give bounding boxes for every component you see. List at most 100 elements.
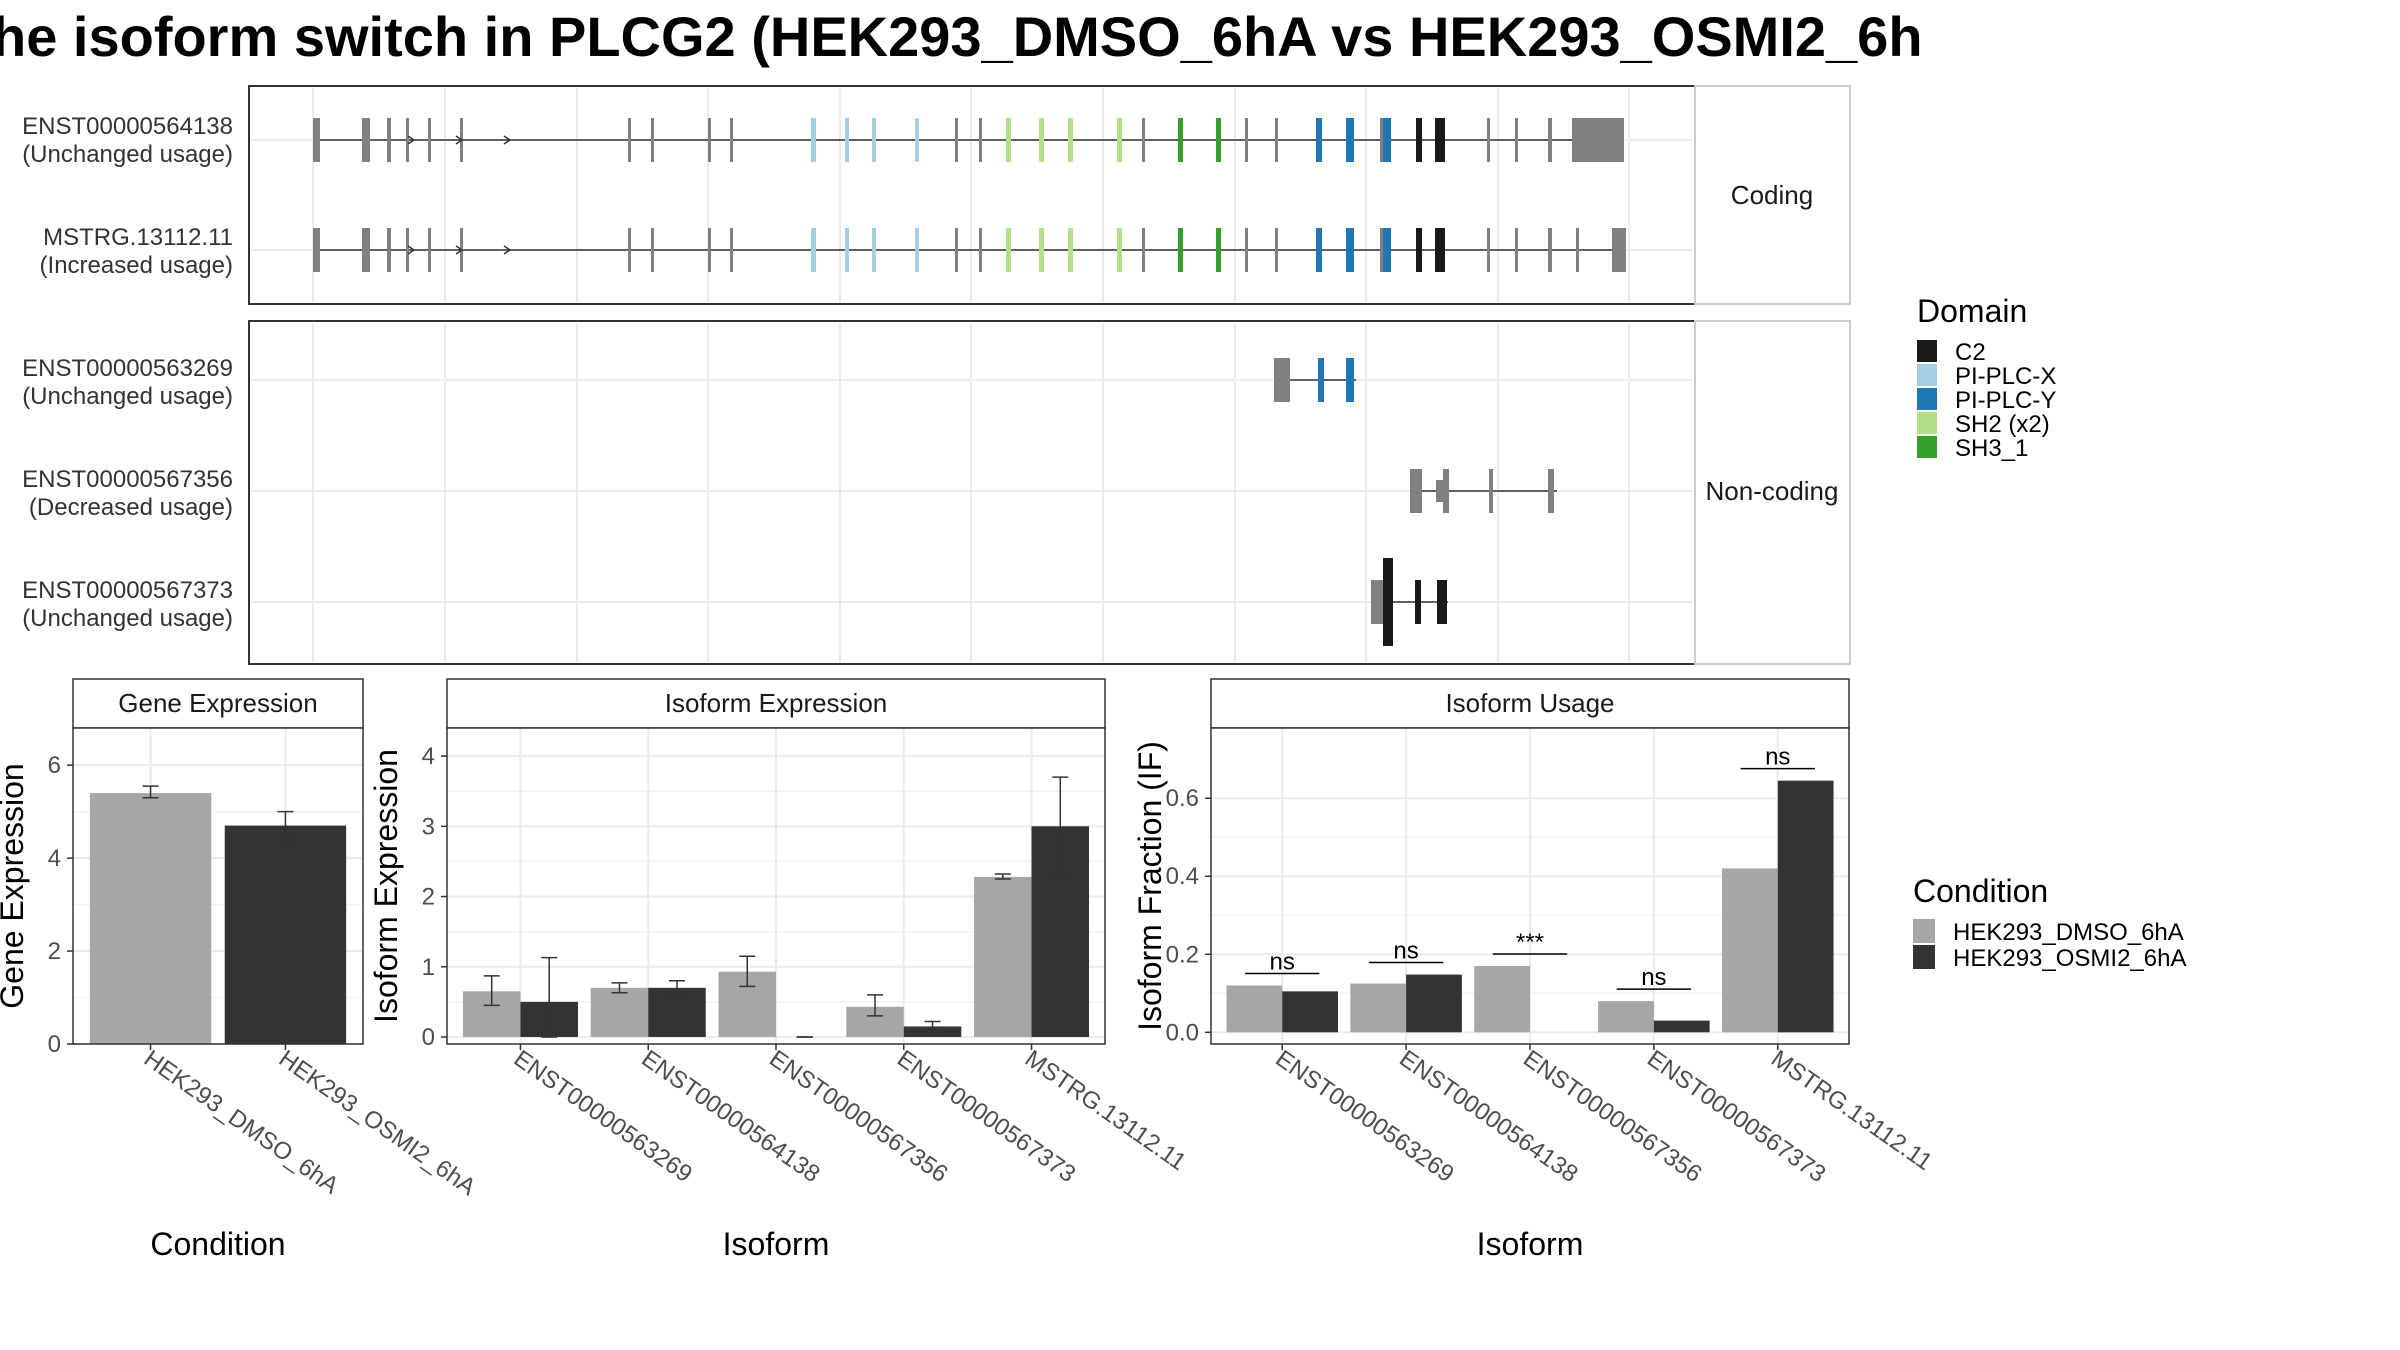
exon [1316, 228, 1322, 272]
exon-layer [251, 88, 1693, 662]
exon [406, 118, 409, 162]
panel-strip-title: Gene Expression [118, 688, 317, 718]
exon [313, 118, 320, 162]
exon [1178, 228, 1183, 272]
exon [1039, 118, 1044, 162]
y-tick-label: 1 [422, 954, 435, 981]
exon [362, 118, 370, 162]
y-tick-label: 0.0 [1166, 1019, 1199, 1046]
exon [872, 118, 876, 162]
legend-label-sh2: SH2 (x2) [1955, 411, 2050, 438]
bar [1722, 868, 1778, 1033]
exon [628, 118, 631, 162]
exon [1178, 118, 1183, 162]
exon [1548, 469, 1554, 513]
exon [1245, 228, 1248, 272]
exon [1515, 228, 1518, 272]
exon [1142, 228, 1145, 272]
exon [1435, 118, 1445, 162]
exon [428, 118, 431, 162]
legend-key-osmi2 [1913, 945, 1935, 969]
exon [979, 228, 982, 272]
exon [1437, 580, 1447, 624]
y-tick-label: 6 [48, 752, 61, 779]
exon [915, 228, 919, 272]
transcript-structure-panels: Coding Non-coding ENST00000564138 (Uncha… [22, 85, 1851, 665]
panel-border [446, 727, 1106, 1045]
y-tick-label: 0.4 [1166, 863, 1199, 890]
figure-title: he isoform switch in PLCG2 (HEK293_DMSO_… [0, 5, 1923, 68]
isoform-expression-chart: Isoform Expression01234ENST00000563269EN… [368, 678, 1191, 1262]
exon [730, 118, 733, 162]
exon [628, 228, 631, 272]
exon [1380, 118, 1383, 162]
exon [1275, 118, 1278, 162]
exon [387, 118, 391, 162]
x-axis-title: Isoform [723, 1226, 830, 1262]
panel-strip [72, 678, 364, 729]
exon [1515, 118, 1518, 162]
domain-legend-title: Domain [1917, 293, 2027, 329]
arrow-icon [407, 245, 416, 255]
bar [1777, 780, 1834, 1033]
exon [651, 228, 654, 272]
arrow-icon [503, 135, 512, 145]
y-tick-label: 4 [48, 845, 61, 872]
noncoding-strip-label: Non-coding [1706, 476, 1839, 506]
exon [811, 228, 816, 272]
legend-label-pi-plc-y: PI-PLC-Y [1955, 387, 2056, 414]
exon [1487, 118, 1490, 162]
exon [1443, 469, 1449, 513]
exon [1410, 469, 1422, 513]
y-tick-label: 0.2 [1166, 941, 1199, 968]
exon [708, 118, 711, 162]
exon [915, 118, 919, 162]
panel-strip-title: Isoform Expression [665, 688, 888, 718]
exon [1415, 580, 1421, 624]
bar [89, 793, 212, 1044]
y-tick-label: 3 [422, 813, 435, 840]
panel-strip-title: Isoform Usage [1445, 688, 1614, 718]
exon [362, 228, 370, 272]
exon [845, 228, 849, 272]
arrow-icon [407, 135, 416, 145]
transcript-label: ENST00000564138 [22, 113, 233, 140]
exon [1318, 358, 1324, 402]
exon [1039, 228, 1044, 272]
x-axis-title: Isoform [1477, 1226, 1584, 1262]
y-tick-label: 4 [422, 743, 435, 770]
legend-label-c2: C2 [1955, 339, 1986, 366]
exon [955, 118, 958, 162]
exon [730, 228, 733, 272]
bar [974, 876, 1032, 1037]
significance-label: ns [1765, 744, 1790, 771]
legend-label-dmso: HEK293_DMSO_6hA [1953, 919, 2184, 946]
bar [1598, 1001, 1654, 1033]
y-tick-label: 0 [422, 1024, 435, 1051]
transcript-usage: (Unchanged usage) [22, 605, 233, 632]
significance-label: ns [1270, 948, 1295, 975]
legend-key-dmso [1913, 919, 1935, 943]
y-tick-label: 2 [48, 938, 61, 965]
legend-label-osmi2: HEK293_OSMI2_6hA [1953, 945, 2186, 972]
transcript-label: ENST00000567373 [22, 577, 233, 604]
transcript-usage: (Unchanged usage) [22, 141, 233, 168]
exon [1245, 118, 1248, 162]
exon [1383, 558, 1393, 646]
panel-border [1210, 727, 1850, 1045]
exon [1416, 118, 1422, 162]
legend-key-pi-plc-x [1917, 364, 1937, 386]
bar [1226, 985, 1283, 1033]
legend-label-pi-plc-x: PI-PLC-X [1955, 363, 2056, 390]
exon [1216, 228, 1221, 272]
noncoding-strip [1694, 320, 1851, 665]
bar [1653, 1020, 1710, 1033]
panel-strip [1210, 678, 1850, 729]
condition-legend: Condition HEK293_DMSO_6hA HEK293_OSMI2_6… [1913, 873, 2186, 972]
exon [1117, 228, 1122, 272]
exon [1216, 118, 1221, 162]
legend-key-c2 [1917, 340, 1937, 362]
exon [428, 228, 431, 272]
exon [1380, 228, 1383, 272]
